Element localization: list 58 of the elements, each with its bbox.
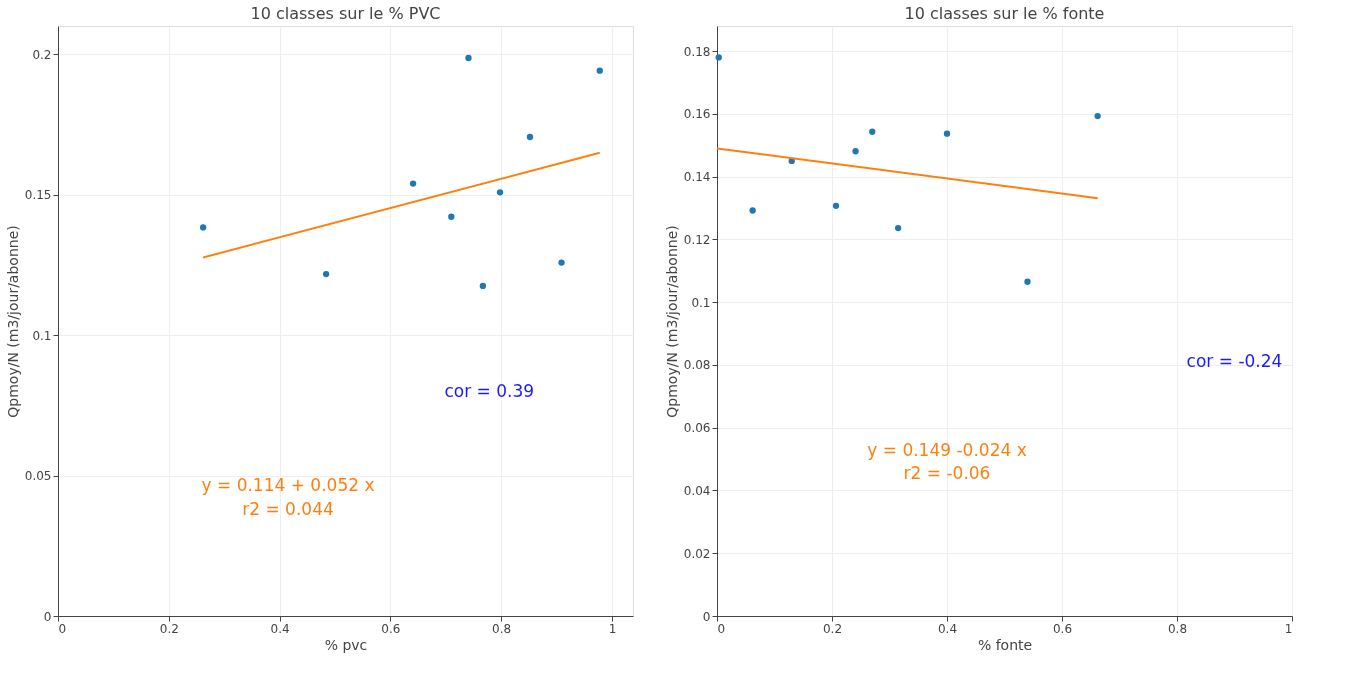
y-tick-label: 0.08 xyxy=(683,358,711,373)
chart-title: 10 classes sur le % PVC xyxy=(250,4,441,23)
point xyxy=(479,282,487,290)
annotation: y = 0.149 -0.024 x xyxy=(867,439,1027,460)
x-tick-label: 0.8 xyxy=(1167,621,1188,636)
x-tick-label: 0.2 xyxy=(159,621,179,636)
point xyxy=(715,54,722,61)
x-tick-label: 0 xyxy=(58,621,67,636)
y-tick-label: 0.12 xyxy=(683,232,711,247)
x-tick-label: 1 xyxy=(608,621,617,636)
point xyxy=(596,67,603,74)
y-tick-label: 0.2 xyxy=(32,47,52,62)
point xyxy=(749,207,756,214)
point xyxy=(1094,112,1101,120)
point xyxy=(448,213,455,220)
point xyxy=(852,148,859,155)
x-tick-label: 0.4 xyxy=(937,621,958,636)
y-tick-label: 0.05 xyxy=(24,469,52,484)
point xyxy=(409,180,417,187)
point xyxy=(496,189,504,196)
point xyxy=(869,128,876,135)
point xyxy=(465,54,472,62)
point xyxy=(558,259,565,266)
x-tick-label: 1 xyxy=(1284,621,1293,636)
y-tick-label: 0.04 xyxy=(683,483,711,498)
y-tick-label: 0.06 xyxy=(683,421,711,436)
x-tick-label: 0.6 xyxy=(381,621,401,636)
annotation: r2 = -0.06 xyxy=(903,463,991,484)
y-tick-label: 0.14 xyxy=(683,170,711,185)
point xyxy=(832,202,840,209)
x-tick-label: 0 xyxy=(717,621,726,636)
x-tick-label: 0.2 xyxy=(822,621,843,636)
y-tick-label: 0 xyxy=(702,609,711,624)
point xyxy=(526,133,534,141)
y-axis-title: Qpmoy/N (m3/jour/abonne) xyxy=(4,225,21,418)
y-tick-label: 0 xyxy=(43,609,52,624)
x-axis-title: % fonte xyxy=(977,636,1033,653)
x-tick-label: 0.4 xyxy=(270,621,290,636)
y-tick-label: 0.15 xyxy=(24,188,52,203)
point xyxy=(1024,278,1031,285)
y-tick-label: 0.1 xyxy=(691,295,711,310)
annotation: r2 = 0.044 xyxy=(242,498,334,519)
y-tick-label: 0.18 xyxy=(683,44,711,59)
point xyxy=(894,224,902,232)
y-tick-label: 0.02 xyxy=(683,546,711,561)
x-tick-label: 0.8 xyxy=(492,621,512,636)
annotation: y = 0.114 + 0.052 x xyxy=(201,475,375,496)
point xyxy=(943,130,951,137)
x-axis-title: % pvc xyxy=(324,636,368,653)
y-tick-label: 0.1 xyxy=(32,328,52,343)
annotation: cor = -0.24 xyxy=(1186,351,1283,372)
x-tick-label: 0.6 xyxy=(1052,621,1073,636)
annotation: cor = 0.39 xyxy=(444,380,535,401)
y-tick-label: 0.16 xyxy=(683,107,711,122)
y-axis-title: Qpmoy/N (m3/jour/abonne) xyxy=(663,225,680,418)
point xyxy=(322,270,330,278)
chart-title: 10 classes sur le % fonte xyxy=(904,4,1105,23)
point xyxy=(199,224,207,231)
